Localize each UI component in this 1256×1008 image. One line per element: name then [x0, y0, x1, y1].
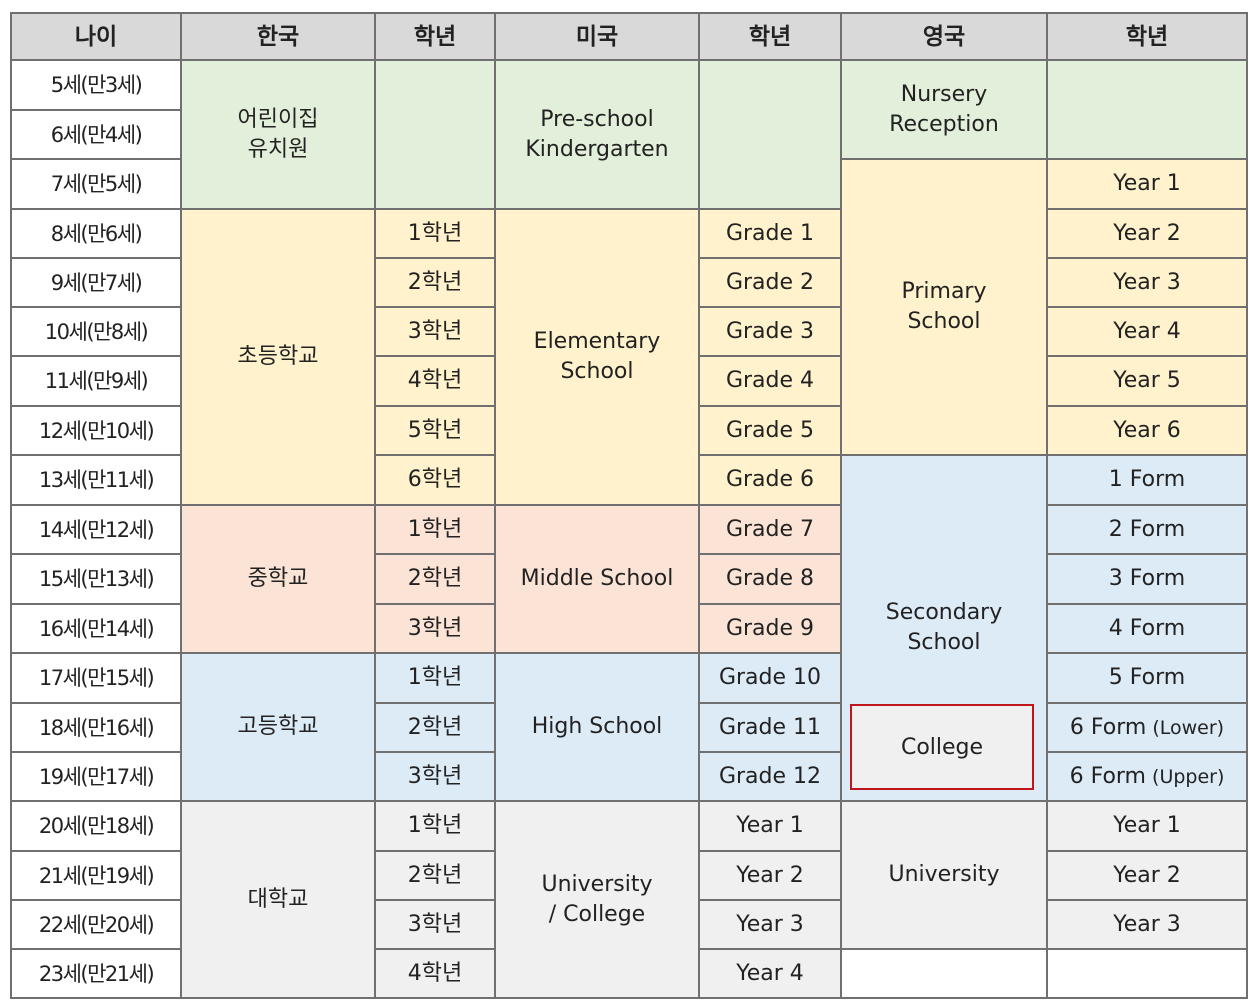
- header-cell: 미국: [494, 12, 700, 61]
- us-school-cell: High School: [494, 652, 700, 802]
- korea-grade-cell: 3학년: [374, 603, 496, 654]
- age-cell: 15세(만13세): [10, 553, 182, 605]
- us-grade-cell: Grade 9: [698, 603, 842, 654]
- uk-grade-cell: 6 Form (Upper): [1046, 751, 1248, 802]
- uk-grade-cell: 5 Form: [1046, 652, 1248, 704]
- uk-grade-cell: [1046, 948, 1248, 999]
- uk-grade-cell: 3 Form: [1046, 553, 1248, 605]
- korea-grade-cell: 2학년: [374, 553, 496, 605]
- header-cell: 학년: [698, 12, 842, 61]
- uk-grade-cell: Year 3: [1046, 899, 1248, 950]
- age-cell: 18세(만16세): [10, 702, 182, 753]
- korea-grade-cell: 3학년: [374, 751, 496, 802]
- age-cell: 11세(만9세): [10, 355, 182, 407]
- us-grade-cell: [698, 59, 842, 210]
- us-grade-cell: Grade 1: [698, 208, 842, 259]
- korea-grade-cell: [374, 59, 496, 210]
- us-grade-cell: Grade 7: [698, 504, 842, 555]
- header-cell: 학년: [1046, 12, 1248, 61]
- us-grade-cell: Year 4: [698, 948, 842, 999]
- uk-grade-cell: 6 Form (Lower): [1046, 702, 1248, 753]
- us-grade-cell: Grade 10: [698, 652, 842, 704]
- header-cell: 한국: [180, 12, 376, 61]
- korea-grade-cell: 4학년: [374, 355, 496, 407]
- korea-grade-cell: 3학년: [374, 899, 496, 950]
- age-cell: 7세(만5세): [10, 158, 182, 210]
- uk-college-highlight: College: [850, 704, 1034, 790]
- uk-school-cell: Nursery Reception: [840, 59, 1048, 160]
- age-cell: 13세(만11세): [10, 454, 182, 506]
- age-cell: 23세(만21세): [10, 948, 182, 999]
- age-cell: 16세(만14세): [10, 603, 182, 654]
- us-school-cell: Elementary School: [494, 208, 700, 506]
- korea-grade-cell: 1학년: [374, 504, 496, 555]
- age-cell: 5세(만3세): [10, 59, 182, 111]
- korea-school-cell: 고등학교: [180, 652, 376, 802]
- age-cell: 14세(만12세): [10, 504, 182, 555]
- uk-grade-cell: Year 1: [1046, 800, 1248, 852]
- korea-grade-cell: 4학년: [374, 948, 496, 999]
- us-grade-cell: Grade 2: [698, 257, 842, 308]
- korea-grade-cell: 1학년: [374, 800, 496, 852]
- us-grade-cell: Year 1: [698, 800, 842, 852]
- uk-grade-cell: Year 2: [1046, 208, 1248, 259]
- age-cell: 19세(만17세): [10, 751, 182, 802]
- age-cell: 21세(만19세): [10, 850, 182, 901]
- age-cell: 17세(만15세): [10, 652, 182, 704]
- age-cell: 12세(만10세): [10, 405, 182, 456]
- us-grade-cell: Grade 6: [698, 454, 842, 506]
- us-school-cell: Middle School: [494, 504, 700, 654]
- uk-school-cell: University: [840, 800, 1048, 950]
- age-cell: 20세(만18세): [10, 800, 182, 852]
- korea-school-cell: 어린이집 유치원: [180, 59, 376, 210]
- korea-grade-cell: 2학년: [374, 850, 496, 901]
- us-school-cell: Pre-school Kindergarten: [494, 59, 700, 210]
- korea-grade-cell: 1학년: [374, 208, 496, 259]
- korea-grade-cell: 3학년: [374, 306, 496, 357]
- us-school-cell: University / College: [494, 800, 700, 999]
- age-cell: 22세(만20세): [10, 899, 182, 950]
- us-grade-cell: Grade 3: [698, 306, 842, 357]
- age-cell: 9세(만7세): [10, 257, 182, 308]
- korea-school-cell: 대학교: [180, 800, 376, 999]
- age-cell: 8세(만6세): [10, 208, 182, 259]
- us-grade-cell: Year 2: [698, 850, 842, 901]
- uk-grade-cell: [1046, 59, 1248, 160]
- us-grade-cell: Year 3: [698, 899, 842, 950]
- uk-grade-cell: 1 Form: [1046, 454, 1248, 506]
- us-grade-cell: Grade 8: [698, 553, 842, 605]
- uk-grade-cell: Year 2: [1046, 850, 1248, 901]
- korea-grade-cell: 2학년: [374, 257, 496, 308]
- us-grade-cell: Grade 12: [698, 751, 842, 802]
- uk-grade-cell: Year 4: [1046, 306, 1248, 357]
- header-cell: 나이: [10, 12, 182, 61]
- age-cell: 10세(만8세): [10, 306, 182, 357]
- age-cell: 6세(만4세): [10, 109, 182, 160]
- korea-school-cell: 중학교: [180, 504, 376, 654]
- uk-school-cell: [840, 948, 1048, 999]
- uk-school-cell: Primary School: [840, 158, 1048, 456]
- us-grade-cell: Grade 11: [698, 702, 842, 753]
- korea-grade-cell: 6학년: [374, 454, 496, 506]
- header-cell: 영국: [840, 12, 1048, 61]
- header-cell: 학년: [374, 12, 496, 61]
- korea-grade-cell: 2학년: [374, 702, 496, 753]
- korea-grade-cell: 1학년: [374, 652, 496, 704]
- uk-grade-cell: 2 Form: [1046, 504, 1248, 555]
- korea-grade-cell: 5학년: [374, 405, 496, 456]
- korea-school-cell: 초등학교: [180, 208, 376, 506]
- uk-grade-cell: Year 3: [1046, 257, 1248, 308]
- uk-grade-cell: 4 Form: [1046, 603, 1248, 654]
- uk-grade-cell: Year 1: [1046, 158, 1248, 210]
- uk-grade-cell: Year 5: [1046, 355, 1248, 407]
- us-grade-cell: Grade 4: [698, 355, 842, 407]
- uk-grade-cell: Year 6: [1046, 405, 1248, 456]
- us-grade-cell: Grade 5: [698, 405, 842, 456]
